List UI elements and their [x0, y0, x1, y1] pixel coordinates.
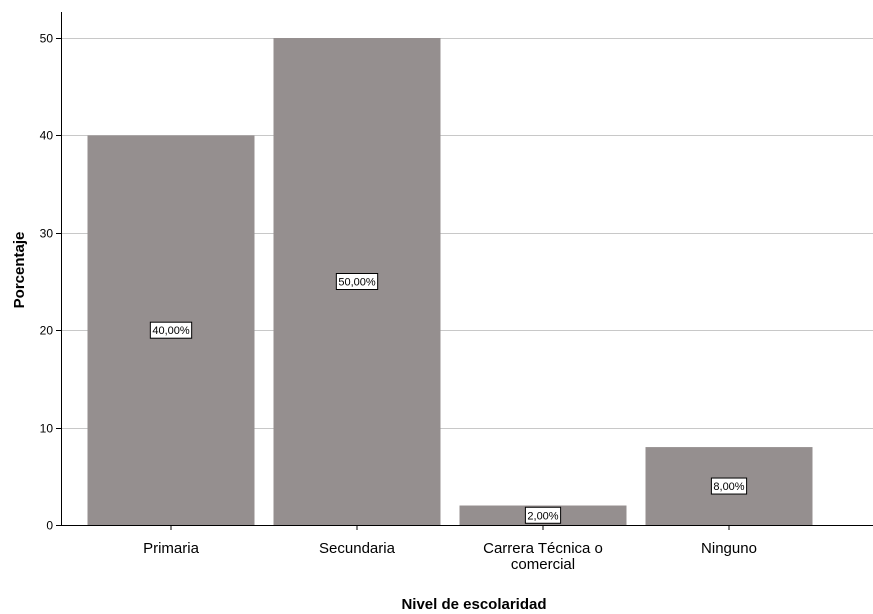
axes: 0 10 20 30 40 50 Primaria Secundaria Carrera Téc…: [40, 12, 873, 573]
data-label-2: 50,00%: [335, 273, 379, 290]
x-tick-label-1: Primaria: [143, 540, 199, 557]
y-tick-label-40: 40: [40, 129, 54, 143]
x-axis-title: Nivel de escolaridad: [401, 596, 546, 613]
y-tick-label-0: 0: [46, 519, 53, 533]
data-label-4: 8,00%: [710, 477, 748, 495]
data-label-box-3: [524, 506, 562, 524]
data-label-text-4: 8,00%: [713, 481, 744, 493]
y-tick-label-30: 30: [40, 227, 54, 241]
x-tick-label-2: Secundaria: [319, 540, 396, 557]
y-tick-label-50: 50: [40, 32, 54, 46]
data-label-box-2: [335, 273, 379, 290]
y-tick-label-20: 20: [40, 324, 54, 338]
data-label-3: 2,00%: [524, 506, 562, 524]
data-label-box-4: [710, 477, 748, 495]
y-tick-label-10: 10: [40, 422, 54, 436]
x-tick-label-4: Ninguno: [701, 540, 757, 557]
data-labels: 40,00% 50,00% 2,00% 8,00%: [149, 273, 748, 524]
data-label-box-1: [149, 321, 193, 339]
y-axis-title: Porcentaje: [11, 232, 28, 309]
x-tick-label-3: Carrera Técnica o comercial: [483, 540, 603, 573]
bars: [87, 38, 813, 525]
data-label-text-1: 40,00%: [152, 325, 190, 337]
data-label-text-2: 50,00%: [338, 277, 376, 289]
data-label-text-3: 2,00%: [527, 510, 558, 522]
data-label-1: 40,00%: [149, 321, 193, 339]
